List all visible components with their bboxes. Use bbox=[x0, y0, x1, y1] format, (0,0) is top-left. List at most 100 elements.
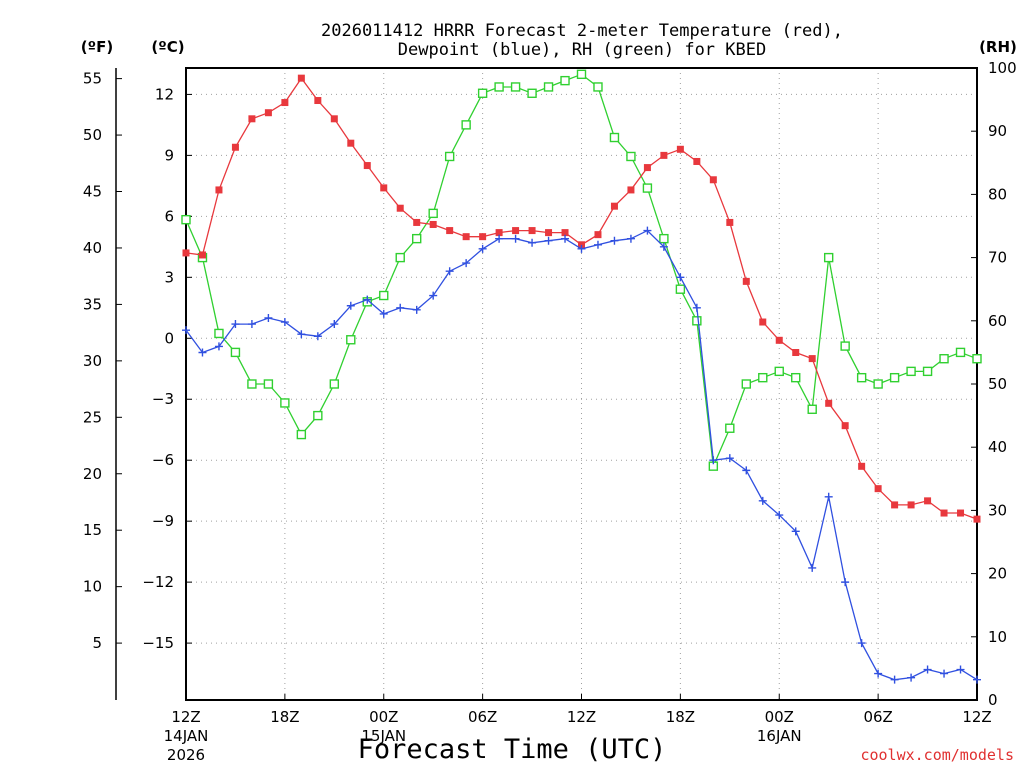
chart-title-line2: Dewpoint (blue), RH (green) for KBED bbox=[398, 40, 766, 60]
data-point bbox=[280, 398, 290, 408]
data-point bbox=[477, 88, 488, 98]
data-point bbox=[939, 354, 949, 364]
data-point bbox=[693, 157, 701, 165]
data-point bbox=[347, 139, 355, 147]
data-point bbox=[726, 218, 734, 226]
data-point bbox=[643, 164, 651, 172]
data-point bbox=[774, 366, 784, 377]
rh-tick-label: 70 bbox=[988, 249, 1007, 267]
data-point bbox=[659, 242, 668, 251]
data-point bbox=[840, 341, 850, 351]
data-point bbox=[922, 366, 933, 377]
series-2-meter-temperature bbox=[182, 74, 981, 523]
data-point bbox=[181, 214, 191, 225]
data-point bbox=[873, 379, 883, 389]
data-point bbox=[791, 527, 800, 536]
data-point bbox=[692, 316, 702, 326]
celsius-tick-label: 12 bbox=[155, 85, 174, 103]
rh-tick-label: 0 bbox=[988, 691, 998, 709]
data-point bbox=[889, 372, 900, 383]
data-point bbox=[494, 82, 504, 92]
data-point bbox=[609, 132, 620, 143]
fahrenheit-tick-label: 10 bbox=[83, 578, 102, 596]
data-point bbox=[957, 509, 965, 517]
data-point bbox=[742, 277, 750, 285]
data-point bbox=[446, 227, 454, 235]
fahrenheit-tick-label: 5 bbox=[92, 634, 102, 652]
data-point bbox=[247, 379, 257, 389]
rh-unit-label: (RH) bbox=[979, 38, 1017, 56]
data-point bbox=[330, 115, 338, 123]
data-point bbox=[461, 120, 471, 130]
data-point bbox=[856, 372, 867, 383]
chart-title-line1: 2026011412 HRRR Forecast 2-meter Tempera… bbox=[321, 21, 843, 41]
data-point bbox=[972, 354, 982, 364]
fahrenheit-tick-label: 20 bbox=[83, 465, 102, 483]
data-point bbox=[676, 145, 684, 153]
data-point bbox=[823, 252, 834, 263]
data-point bbox=[313, 332, 322, 341]
data-point bbox=[412, 233, 422, 244]
data-point bbox=[543, 82, 554, 92]
data-point bbox=[330, 320, 339, 329]
data-point bbox=[890, 675, 899, 684]
fahrenheit-tick-label: 35 bbox=[83, 295, 102, 313]
x-tick-label: 12Z bbox=[567, 708, 596, 726]
series-line bbox=[185, 229, 978, 681]
data-point bbox=[429, 291, 438, 300]
data-point bbox=[841, 578, 850, 587]
data-point bbox=[231, 320, 240, 329]
data-point bbox=[215, 186, 223, 194]
data-point bbox=[874, 485, 882, 493]
data-point bbox=[775, 336, 783, 344]
data-point bbox=[627, 186, 635, 194]
fahrenheit-tick-label: 55 bbox=[83, 70, 102, 88]
data-point bbox=[675, 284, 686, 294]
data-point bbox=[792, 349, 800, 357]
x-tick-date-label: 14JAN bbox=[164, 727, 209, 745]
data-point bbox=[709, 456, 718, 465]
data-point bbox=[545, 229, 553, 237]
data-point bbox=[379, 309, 388, 318]
data-point bbox=[379, 290, 389, 301]
x-tick-label: 18Z bbox=[666, 708, 695, 726]
data-point bbox=[495, 234, 504, 243]
data-point bbox=[413, 218, 421, 226]
rh-tick-label: 90 bbox=[988, 122, 1007, 140]
celsius-tick-label: 0 bbox=[164, 329, 174, 347]
data-point bbox=[182, 326, 190, 335]
celsius-ticks: 12 9 6 3 0 −3 −6 −9 −12 −15 bbox=[142, 85, 192, 652]
series-dewpoint bbox=[182, 226, 981, 684]
data-point bbox=[626, 151, 636, 162]
data-point bbox=[214, 342, 223, 351]
data-point bbox=[709, 176, 717, 184]
fahrenheit-tick-label: 40 bbox=[83, 239, 102, 257]
data-point bbox=[758, 372, 768, 383]
data-point bbox=[214, 328, 224, 339]
x-tick-label: 12Z bbox=[171, 708, 200, 726]
data-point bbox=[478, 244, 487, 253]
data-point bbox=[874, 669, 883, 678]
data-point bbox=[610, 236, 619, 245]
data-point bbox=[281, 99, 289, 107]
data-point bbox=[560, 75, 570, 86]
data-point bbox=[973, 675, 981, 684]
x-tick-date-label: 15JAN bbox=[361, 727, 406, 745]
data-point bbox=[891, 501, 899, 509]
celsius-tick-label: 6 bbox=[164, 207, 174, 225]
fahrenheit-unit-label: (ºF) bbox=[81, 38, 113, 56]
x-tick-label: 06Z bbox=[468, 708, 497, 726]
data-point bbox=[248, 115, 256, 123]
fahrenheit-tick-label: 25 bbox=[83, 408, 102, 426]
series-layer bbox=[181, 69, 982, 684]
rh-tick-label: 60 bbox=[988, 312, 1007, 330]
rh-tick-label: 30 bbox=[988, 501, 1007, 519]
data-point bbox=[577, 244, 586, 253]
data-point bbox=[807, 404, 817, 414]
data-point bbox=[527, 88, 537, 98]
data-point bbox=[576, 69, 587, 80]
data-point bbox=[495, 229, 503, 237]
data-point bbox=[182, 249, 190, 257]
x-tick-date-label: 16JAN bbox=[757, 727, 802, 745]
